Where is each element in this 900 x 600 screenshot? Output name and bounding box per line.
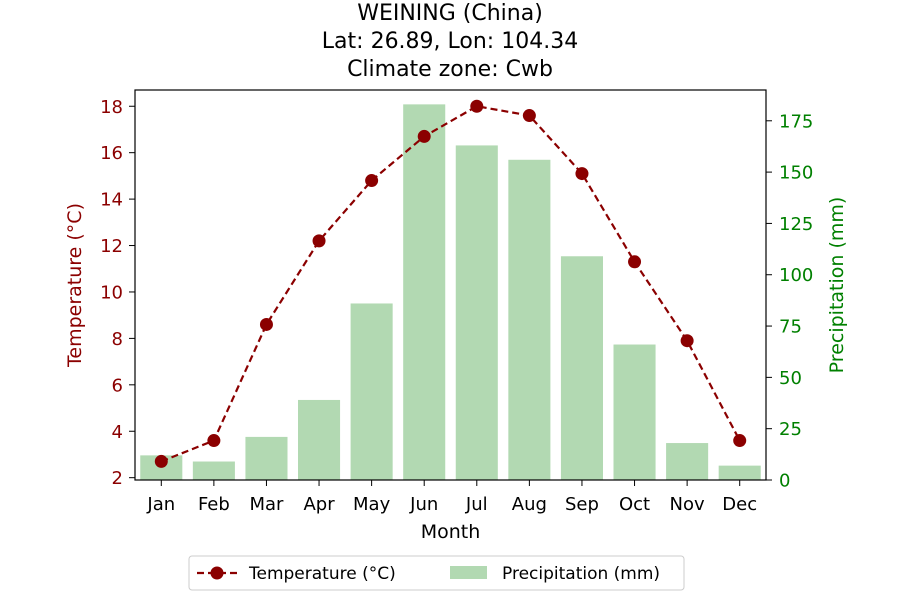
precipitation-bar-mar — [245, 436, 288, 480]
right-axis-label: Precipitation (mm) — [826, 197, 848, 374]
x-tick-label-jan: Jan — [146, 494, 175, 515]
x-tick-label-oct: Oct — [619, 494, 650, 515]
left-tick-label: 6 — [112, 375, 123, 396]
precipitation-bar-may — [350, 303, 393, 480]
legend: Temperature (°C) Precipitation (mm) — [188, 555, 685, 591]
temperature-line — [154, 99, 747, 468]
x-axis-label: Month — [421, 521, 481, 543]
temperature-point-aug — [522, 109, 536, 123]
temperature-point-sep — [575, 167, 589, 181]
temperature-point-apr — [312, 234, 326, 248]
x-tick-label-dec: Dec — [722, 494, 757, 515]
x-tick-label-apr: Apr — [303, 494, 335, 515]
x-tick-label-jun: Jun — [409, 494, 438, 515]
right-tick-label: 0 — [779, 471, 790, 492]
temperature-point-mar — [259, 317, 273, 331]
temperature-point-jul — [470, 99, 484, 113]
temperature-point-nov — [680, 334, 694, 348]
precipitation-bar-dec — [718, 465, 761, 480]
precipitation-bar-feb — [192, 461, 235, 480]
x-tick-label-aug: Aug — [512, 494, 547, 515]
temperature-point-oct — [628, 255, 642, 269]
right-tick-label: 150 — [779, 163, 813, 184]
right-tick-label: 25 — [779, 419, 802, 440]
temperature-series-line — [160, 105, 741, 463]
precipitation-bar-nov — [666, 443, 709, 480]
plot-frame — [134, 89, 767, 481]
precipitation-bar-jul — [455, 145, 498, 480]
right-tick-label: 125 — [779, 214, 813, 235]
x-tick-label-jul: Jul — [465, 494, 488, 515]
precipitation-bar-jun — [403, 104, 446, 481]
chart-title-line-2: Lat: 26.89, Lon: 104.34 — [321, 29, 579, 54]
precipitation-bar-sep — [560, 256, 603, 480]
precipitation-bar-oct — [613, 344, 656, 480]
left-tick-label: 2 — [112, 468, 123, 489]
right-tick-label: 175 — [779, 111, 813, 132]
x-axis-months: Jan Feb Mar Apr May Jun Jul Aug Sep Oct Nov Dec — [146, 480, 757, 515]
x-tick-label-mar: Mar — [249, 494, 284, 515]
left-axis-temperature: 2 4 6 8 10 12 14 16 18 — [100, 97, 135, 489]
chart-title-line-3: Climate zone: Cwb — [347, 57, 553, 82]
precipitation-bar-apr — [298, 399, 341, 480]
left-tick-label: 10 — [100, 282, 123, 303]
right-tick-label: 75 — [779, 317, 802, 338]
left-tick-label: 12 — [100, 236, 123, 257]
legend-precipitation-label: Precipitation (mm) — [502, 564, 660, 584]
left-tick-label: 4 — [112, 422, 123, 443]
left-tick-label: 8 — [112, 329, 123, 350]
x-tick-label-sep: Sep — [565, 494, 599, 515]
temperature-point-dec — [733, 434, 747, 448]
x-tick-label-feb: Feb — [198, 494, 230, 515]
x-tick-label-may: May — [353, 494, 391, 515]
precipitation-bar-aug — [508, 159, 551, 480]
temperature-point-may — [365, 174, 379, 188]
temperature-point-jan — [154, 454, 168, 468]
legend-temperature-marker-icon — [210, 566, 224, 580]
right-tick-label: 100 — [779, 265, 813, 286]
temperature-point-jun — [417, 129, 431, 143]
right-axis-precipitation: 0 25 50 75 100 125 150 175 — [766, 111, 813, 492]
temperature-point-feb — [207, 434, 221, 448]
left-axis-label: Temperature (°C) — [64, 203, 86, 368]
left-tick-label: 14 — [100, 190, 123, 211]
right-tick-label: 50 — [779, 368, 802, 389]
left-tick-label: 18 — [100, 97, 123, 118]
legend-precipitation-swatch-icon — [450, 566, 487, 579]
x-tick-label-nov: Nov — [670, 494, 705, 515]
precipitation-bars — [140, 104, 761, 481]
legend-box — [188, 555, 685, 591]
chart-title-line-1: WEINING (China) — [357, 1, 543, 26]
left-tick-label: 16 — [100, 143, 123, 164]
legend-temperature-label: Temperature (°C) — [248, 564, 396, 584]
